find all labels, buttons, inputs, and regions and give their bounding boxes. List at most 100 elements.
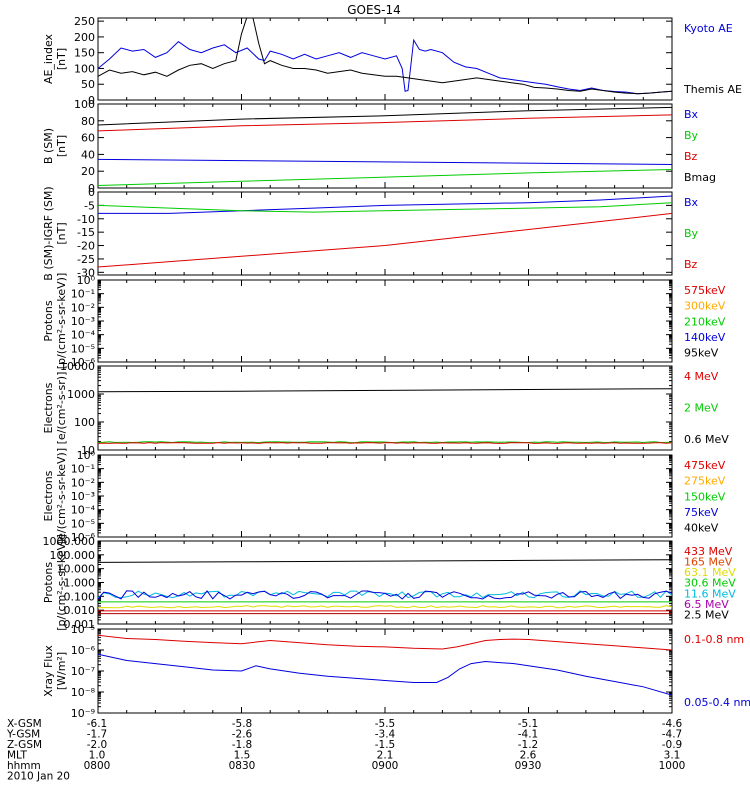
footer-value: -4.1 [518,729,539,741]
y-tick-label: 10⁻⁵ [71,517,95,530]
y-tick-label: 10.000 [57,563,96,576]
y-tick-label: 10⁻⁴ [71,504,96,517]
legend-entry: 165 MeV [684,556,733,569]
panel-frame [97,365,673,451]
series-line-kyoto-ae [98,38,672,95]
series-line-2-mev [98,441,672,444]
y-axis-label: [e/(cm²-s-sr)] [55,372,68,445]
footer-value: -2.6 [232,729,253,741]
footer-value: 1.0 [89,750,106,762]
y-tick-label: 250 [74,15,95,28]
y-tick-label: 10000 [60,360,95,373]
legend-entry: 11.6 MeV [684,587,736,600]
panel-frame [97,540,673,625]
y-tick-label: 10⁰ [77,449,96,462]
y-tick-label: 10⁻⁵ [71,342,95,355]
footer-value: -3.4 [375,729,396,741]
legend-entry: 140keV [684,331,726,344]
series-line-0-1-0-8-nm [98,634,672,651]
y-tick-label: 10⁻² [71,476,95,489]
panel-ae: 0 50 100 150 200 250 AE_index [nT] Kyoto AE Themi… [42,15,742,107]
legend-entry: Themis AE [683,83,742,96]
panel-frame [97,279,673,363]
y-tick-label: 60 [81,132,95,145]
legend-entry: 0.05-0.4 nm [684,696,750,709]
y-axis-label: Protons [42,300,55,341]
panel-frame [97,191,673,276]
y-axis-label: [nT] [55,222,68,244]
y-tick-label: 10⁻⁸ [71,686,96,699]
y-tick-label: 10⁻¹ [71,288,95,301]
footer-value: 0800 [84,760,111,772]
panel-xray: 10⁻⁹ 10⁻⁸ 10⁻⁷ 10⁻⁶ 10⁻⁵ Xray Flux [W/m²] 0.1-0… [42,623,750,720]
y-axis-label: [W/m²] [55,652,68,690]
footer-value: 0930 [515,760,542,772]
y-tick-label: 0 [88,186,95,199]
y-axis-label: Electrons [42,382,55,433]
legend-entry: Kyoto AE [684,22,733,35]
series-line-6-5-mev [98,590,672,600]
footer-value: 0900 [372,760,399,772]
footer-value: 2.6 [520,750,537,762]
panel-bigrf: -30-25-20-15-10-50 B (SM)-IGRF (SM) [nT] Bx… [42,186,699,281]
legend-entry: 210keV [684,315,726,328]
y-tick-label: 0 [88,94,95,107]
y-tick-label: 10⁻⁴ [71,329,96,342]
legend-entry: 433 MeV [684,545,733,558]
y-axis-label: AE_index [42,33,55,84]
y-tick-label: -15 [77,226,95,239]
footer-label: hhmm [7,760,41,772]
legend-entry: 4 MeV [684,370,719,383]
series-line-0-6-mev [98,388,672,393]
y-tick-label: -20 [77,240,95,253]
legend-entry: 150keV [684,490,726,503]
legend-entry: 475keV [684,459,726,472]
footer-value: -1.2 [518,739,539,751]
legend-entry: 95keV [684,347,719,360]
footer-value: -5.1 [518,718,539,730]
y-tick-label: -5 [84,199,95,212]
y-axis-label: [nT] [55,48,68,70]
y-tick-label: 0.010 [64,604,96,617]
y-tick-label: 80 [81,115,95,128]
y-axis-label: Xray Flux [42,645,55,697]
panel-electrons1: 10 100 1000 10000 Electrons [e/(cm²-s-sr)] 4 M… [42,360,729,457]
series-line-2-5-mev [98,559,672,563]
y-tick-label: 1.000 [64,577,96,590]
footer-label: Y-GSM [6,729,40,741]
y-tick-label: 10⁻³ [71,315,95,328]
footer-value: 3.1 [664,750,681,762]
y-tick-label: 0.100 [64,590,96,603]
y-tick-label: 0.001 [64,618,96,631]
legend-entry: Bmag [684,171,716,184]
panel-frame [97,454,673,538]
footer-value: 0830 [229,760,256,772]
y-tick-label: 40 [81,148,95,161]
series-line-bx [98,195,672,214]
legend-entry: 63.1 MeV [684,566,736,579]
y-tick-label: 1000 [67,388,95,401]
series-line-bmag [98,106,672,126]
legend-entry: 75keV [684,506,719,519]
y-tick-label: 10⁻⁶ [71,644,96,657]
legend-entry: 0.6 MeV [684,433,729,446]
series-line-63-1-mev [98,605,672,609]
legend-entry: 30.6 MeV [684,577,736,590]
y-axis-label: Protons [42,562,55,603]
y-tick-label: 10⁻⁵ [71,623,95,636]
y-tick-label: 100.000 [50,549,96,562]
legend-entry: 0.1-0.8 nm [684,633,744,646]
footer-value: -1.5 [375,739,396,751]
series-line-bz [98,212,672,268]
series-line-by [98,169,672,186]
legend-entry: By [684,227,699,240]
panel-protons2: 0.0010.0100.1001.00010.000100.0001000.00… [42,534,736,631]
footer-value: -1.8 [232,739,253,751]
footer-value: -0.9 [662,739,683,751]
footer-value: -4.7 [662,729,683,741]
legend-entry: 2.5 MeV [684,608,729,621]
footer-value: -6.1 [87,718,108,730]
